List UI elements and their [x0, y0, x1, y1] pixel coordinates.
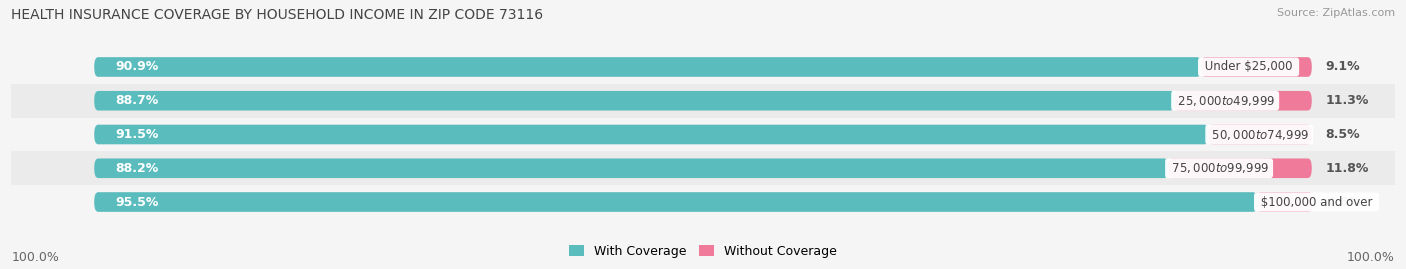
- Text: Under $25,000: Under $25,000: [1201, 61, 1296, 73]
- FancyBboxPatch shape: [94, 192, 1257, 212]
- Text: 8.5%: 8.5%: [1326, 128, 1360, 141]
- Text: 88.7%: 88.7%: [115, 94, 159, 107]
- FancyBboxPatch shape: [1168, 158, 1312, 178]
- Text: 11.8%: 11.8%: [1326, 162, 1369, 175]
- Text: 100.0%: 100.0%: [1347, 251, 1395, 264]
- FancyBboxPatch shape: [94, 57, 1312, 77]
- Text: $100,000 and over: $100,000 and over: [1257, 196, 1376, 208]
- FancyBboxPatch shape: [1201, 57, 1312, 77]
- FancyBboxPatch shape: [94, 125, 1312, 144]
- FancyBboxPatch shape: [94, 91, 1174, 111]
- Text: 88.2%: 88.2%: [115, 162, 159, 175]
- Bar: [11, 50, 1395, 84]
- Text: Source: ZipAtlas.com: Source: ZipAtlas.com: [1277, 8, 1395, 18]
- Text: 11.3%: 11.3%: [1326, 94, 1369, 107]
- Bar: [11, 185, 1395, 219]
- Text: 90.9%: 90.9%: [115, 61, 159, 73]
- FancyBboxPatch shape: [94, 125, 1208, 144]
- Text: 100.0%: 100.0%: [11, 251, 59, 264]
- FancyBboxPatch shape: [1257, 192, 1313, 212]
- FancyBboxPatch shape: [94, 192, 1312, 212]
- FancyBboxPatch shape: [1208, 125, 1312, 144]
- Bar: [11, 84, 1395, 118]
- Text: 91.5%: 91.5%: [115, 128, 159, 141]
- Legend: With Coverage, Without Coverage: With Coverage, Without Coverage: [564, 239, 842, 263]
- Text: $50,000 to $74,999: $50,000 to $74,999: [1208, 128, 1310, 141]
- Text: $75,000 to $99,999: $75,000 to $99,999: [1168, 161, 1270, 175]
- Text: HEALTH INSURANCE COVERAGE BY HOUSEHOLD INCOME IN ZIP CODE 73116: HEALTH INSURANCE COVERAGE BY HOUSEHOLD I…: [11, 8, 543, 22]
- Text: $25,000 to $49,999: $25,000 to $49,999: [1174, 94, 1277, 108]
- Bar: [11, 151, 1395, 185]
- FancyBboxPatch shape: [94, 57, 1201, 77]
- Text: 95.5%: 95.5%: [115, 196, 159, 208]
- Bar: [11, 118, 1395, 151]
- FancyBboxPatch shape: [94, 158, 1312, 178]
- FancyBboxPatch shape: [1174, 91, 1312, 111]
- FancyBboxPatch shape: [94, 91, 1312, 111]
- FancyBboxPatch shape: [94, 158, 1168, 178]
- Text: 4.6%: 4.6%: [1327, 196, 1361, 208]
- Text: 9.1%: 9.1%: [1326, 61, 1360, 73]
